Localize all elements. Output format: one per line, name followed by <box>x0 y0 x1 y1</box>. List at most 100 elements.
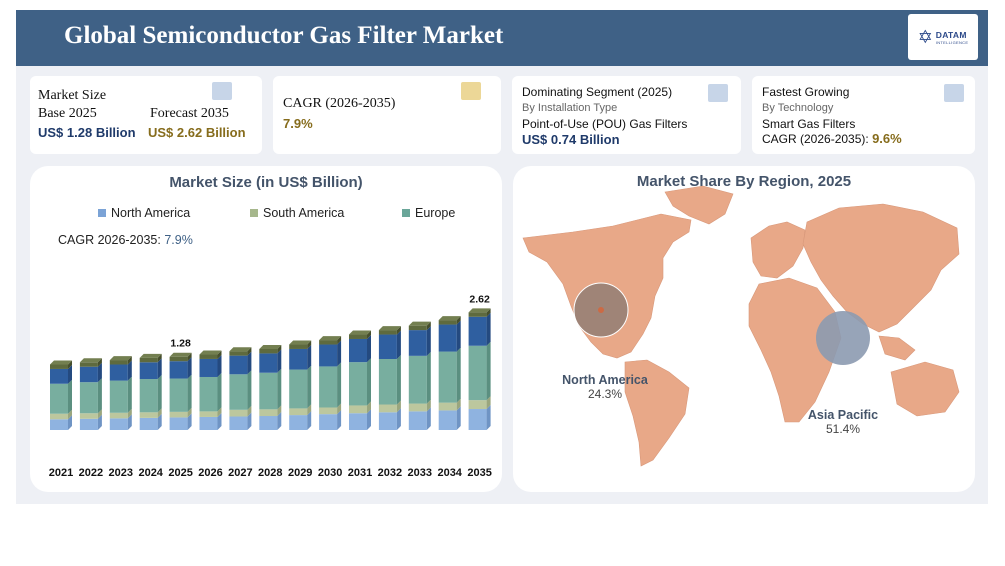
bar-segment-north-america-upper-2023 <box>109 364 128 381</box>
bar-side-cap-2021 <box>68 360 72 369</box>
growth-icon <box>461 82 481 100</box>
bar-segment-south-america-2030 <box>319 407 338 415</box>
legend-south-america: South America <box>250 206 344 220</box>
bar-side-north-america-2026 <box>217 412 222 430</box>
dominating-segment-card: Dominating Segment (2025) By Installatio… <box>512 76 741 154</box>
bar-segment-north-america-2021 <box>50 419 68 430</box>
bar-side-europe-2030 <box>337 362 342 408</box>
bar-segment-cap-2024 <box>139 357 158 363</box>
legend-label-south-america: South America <box>263 206 345 220</box>
bar-side-europe-2025 <box>187 374 192 412</box>
bar-side-north-america-2032 <box>396 408 401 430</box>
bar-segment-north-america-2028 <box>259 416 278 430</box>
bar-side-cap-2029 <box>307 340 312 349</box>
base-year-label: Base 2025 <box>38 106 97 121</box>
world-map <box>522 185 960 467</box>
bar-side-north-america-upper-2026 <box>217 354 222 377</box>
bar-side-cap-2034 <box>456 316 461 325</box>
cagr-card: CAGR (2026-2035) 7.9% <box>273 76 501 154</box>
bar-segment-cap-2025 <box>169 356 188 362</box>
base-value: US$ 1.28 Billion <box>38 125 136 140</box>
bar-side-north-america-2029 <box>307 411 312 430</box>
bar-side-cap-2035 <box>486 308 491 317</box>
map-title: Market Share By Region, 2025 <box>636 173 852 190</box>
south-america-landmass <box>624 359 690 467</box>
bar-segment-south-america-2023 <box>109 412 128 419</box>
bar-segment-cap-2035 <box>468 312 487 317</box>
x-tick-label: 2022 <box>79 467 103 479</box>
bar-segment-north-america-upper-2034 <box>438 324 457 352</box>
bar-segment-europe-2033 <box>408 355 427 404</box>
bar-segment-south-america-2031 <box>349 405 367 414</box>
segment-subtitle: By Installation Type <box>522 102 618 114</box>
bar-segment-north-america-2032 <box>378 412 397 430</box>
company-logo[interactable]: ✡ DATAM INTELLIGENCE <box>908 14 978 60</box>
bar-side-south-america-2031 <box>367 401 371 414</box>
bar-segment-south-america-2025 <box>169 411 188 418</box>
bar-segment-north-america-2024 <box>139 417 158 430</box>
bar-segment-north-america-2026 <box>199 416 218 430</box>
star-icon: ✡ <box>917 27 933 47</box>
bar-side-north-america-2023 <box>127 414 132 430</box>
legend-north-america: North America <box>98 206 190 220</box>
bar-segment-south-america-2032 <box>378 404 397 413</box>
x-tick-label: 2025 <box>168 467 192 479</box>
bar-side-north-america-upper-2021 <box>68 364 72 384</box>
bar-side-cap-2027 <box>247 347 252 356</box>
bar-side-north-america-2030 <box>337 410 342 430</box>
x-tick-label: 2033 <box>408 467 432 479</box>
bar-side-cap-2023 <box>127 356 132 365</box>
growing-title: Fastest Growing <box>762 85 850 99</box>
bar-segment-north-america-upper-2026 <box>199 358 218 377</box>
market-size-panel: Market Size (in US$ Billion) North Ameri… <box>30 166 502 492</box>
bar-side-south-america-2029 <box>307 404 312 416</box>
bar-side-cap-2032 <box>396 326 401 335</box>
forecast-value: US$ 2.62 Billion <box>148 125 246 140</box>
bar-side-north-america-2034 <box>456 406 461 430</box>
x-tick-label: 2028 <box>258 467 282 479</box>
bar-top-2032 <box>378 326 401 331</box>
bar-segment-cap-2021 <box>50 364 68 369</box>
bar-side-north-america-upper-2022 <box>97 362 102 383</box>
bar-segment-europe-2035 <box>468 345 487 401</box>
x-tick-label: 2034 <box>437 467 462 479</box>
bar-top-2023 <box>109 356 132 361</box>
bar-segment-north-america-2025 <box>169 417 188 430</box>
southeast-asia-landmass <box>878 335 916 361</box>
bar-segment-north-america-2023 <box>109 418 128 430</box>
bar-segment-cap-2034 <box>438 320 457 325</box>
region-share-panel: Market Share By Region, 2025 North Ameri… <box>513 166 975 492</box>
bar-side-north-america-2031 <box>367 409 371 430</box>
bar-side-europe-2022 <box>97 378 102 414</box>
bar-side-cap-2024 <box>157 353 162 363</box>
bar-top-2025 <box>169 352 192 357</box>
bar-side-europe-2027 <box>247 370 252 410</box>
bar-side-cap-2026 <box>217 350 222 359</box>
bar-side-north-america-upper-2032 <box>396 330 401 360</box>
bar-side-north-america-2028 <box>277 412 282 430</box>
bar-segment-cap-2030 <box>319 340 338 345</box>
bar-segment-north-america-2030 <box>319 414 338 430</box>
bar-side-cap-2030 <box>337 336 342 345</box>
page-title: Global Semiconductor Gas Filter Market <box>64 22 504 49</box>
bar-side-north-america-2021 <box>68 415 72 430</box>
bar-side-north-america-upper-2033 <box>426 326 431 356</box>
data-label: 1.28 <box>170 338 191 350</box>
x-tick-label: 2023 <box>109 467 133 479</box>
bar-top-2028 <box>259 344 282 349</box>
bar-segment-north-america-upper-2021 <box>50 368 68 384</box>
growing-cagr-label: CAGR (2026-2035): <box>762 132 869 146</box>
bar-side-south-america-2026 <box>217 407 222 417</box>
bar-side-south-america-2025 <box>187 407 192 418</box>
bar-segment-europe-2026 <box>199 376 218 412</box>
x-tick-label: 2030 <box>318 467 342 479</box>
cagr-label: CAGR (2026-2035) <box>283 96 396 111</box>
bar-segment-north-america-upper-2030 <box>319 344 338 367</box>
africa-landmass <box>748 277 842 423</box>
bar-side-north-america-2025 <box>187 413 192 430</box>
bar-segment-north-america-upper-2029 <box>289 348 308 370</box>
bar-segment-cap-2033 <box>408 325 427 331</box>
bar-side-south-america-2024 <box>157 408 162 418</box>
bar-segment-north-america-upper-2024 <box>139 362 158 380</box>
chart-title: Market Size (in US$ Billion) <box>169 174 363 191</box>
